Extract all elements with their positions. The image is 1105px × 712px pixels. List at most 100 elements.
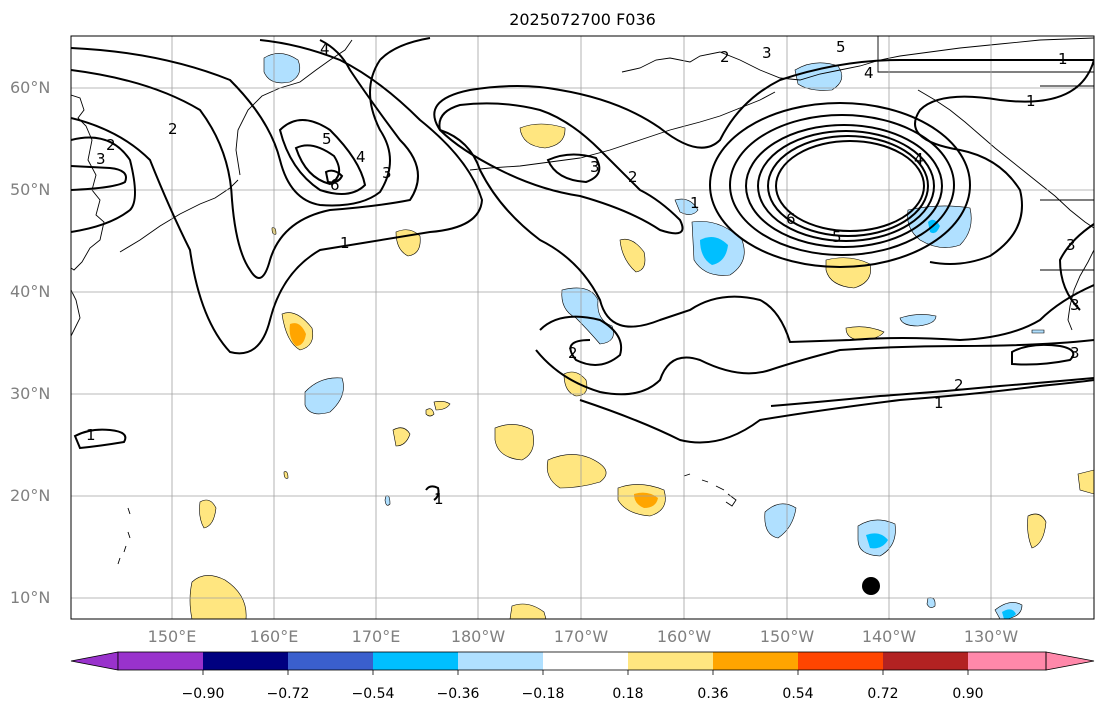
colorbar-tick-label: 0.72 [867, 686, 899, 702]
pos-patch [1027, 513, 1047, 549]
shaded-fields [189, 53, 1094, 619]
contour-line [757, 130, 935, 242]
lon-label: 170°W [553, 627, 609, 646]
lat-label: 50°N [10, 180, 51, 199]
contour-line [1058, 223, 1094, 311]
lon-label: 180°W [450, 627, 506, 646]
contour-label: 2 [720, 48, 730, 66]
contour-labels: 4 5 3 2 4 1 1 2 2 3 5 4 3 6 1 3 2 1 4 6 … [86, 38, 1080, 508]
colorbar-tick-label: −0.72 [266, 686, 310, 702]
map-frame [70, 35, 1095, 620]
pos-patch [519, 123, 566, 149]
contour-line [914, 59, 1094, 265]
pos-patch [199, 499, 217, 529]
contour-line [278, 119, 367, 195]
asia-coast [71, 94, 105, 271]
contour-line [71, 165, 127, 191]
contour-line [73, 428, 127, 450]
contour-label: 4 [864, 64, 874, 82]
lon-label: 150°E [147, 627, 197, 646]
contours [71, 37, 1094, 501]
asia-coast [71, 289, 81, 337]
colorbar-tick-label: 0.54 [782, 686, 814, 702]
contour-label: 3 [1070, 296, 1080, 314]
contour-label: 1 [434, 490, 444, 508]
lat-label: 20°N [10, 486, 51, 505]
colorbar-extend-low [70, 651, 119, 671]
neg-patch [899, 314, 937, 327]
alaska-coast [621, 37, 1094, 81]
pos-patch [494, 424, 534, 461]
na-coast [1067, 249, 1094, 331]
colorbar-tick-label: −0.36 [436, 686, 480, 702]
pos-patch [433, 401, 451, 411]
neg-patch [1031, 329, 1045, 334]
contour-line [71, 37, 431, 207]
marianas [117, 507, 131, 565]
neg-patch [926, 597, 936, 608]
colorbar-tick-label: −0.54 [351, 686, 395, 702]
lon-label: 160°W [656, 627, 712, 646]
storm-marker [862, 577, 880, 595]
neg-core [1002, 609, 1016, 619]
colorbar-tick-label: 0.90 [952, 686, 984, 702]
contour-label: 6 [330, 176, 340, 194]
contour-label: 3 [590, 158, 600, 176]
contour-label: 1 [340, 234, 350, 252]
pos-patch [1077, 469, 1094, 495]
lon-label: 150°W [759, 627, 815, 646]
contour-label: 3 [762, 44, 772, 62]
contour-line [729, 114, 955, 256]
contour-label: 1 [934, 394, 944, 412]
neg-patch [304, 377, 344, 415]
na-border [1040, 85, 1094, 271]
north-box [877, 36, 1094, 73]
contour-line [579, 379, 1094, 444]
neg-patch [794, 62, 843, 91]
pos-core [289, 323, 306, 346]
contour-line [71, 39, 484, 355]
na-coast [917, 89, 1094, 229]
contour-line [324, 169, 344, 184]
kuril-islands [119, 179, 239, 253]
contour-line [433, 58, 1094, 344]
contour-line [745, 124, 943, 248]
contour-label: 5 [322, 130, 332, 148]
lat-label: 10°N [10, 588, 51, 607]
hawaii [683, 473, 737, 507]
contour-line [425, 485, 440, 501]
pos-patch [392, 427, 411, 447]
map-title: 2025072700 F036 [509, 10, 656, 29]
contour-label: 3 [1066, 236, 1076, 254]
contour-line [546, 153, 601, 184]
contour-line [1011, 343, 1075, 366]
pos-core [634, 492, 658, 508]
neg-core [700, 236, 728, 265]
neg-patch [764, 503, 797, 539]
lon-label: 140°W [861, 627, 917, 646]
pos-patch [546, 454, 607, 489]
contour-label: 6 [786, 210, 796, 228]
lat-label: 40°N [10, 282, 51, 301]
contour-label: 2 [954, 376, 964, 394]
contour-label: 5 [832, 228, 842, 246]
pos-patch [189, 575, 247, 619]
neg-patch [263, 53, 301, 84]
contour-line [709, 102, 971, 268]
pos-patch [509, 603, 547, 619]
colorbar-tick-label: −0.90 [181, 686, 225, 702]
colorbar [70, 651, 1095, 675]
contour-label: 2 [628, 168, 638, 186]
aleutian-islands [469, 91, 776, 171]
contour-label: 4 [320, 40, 330, 58]
contour-line [539, 315, 622, 366]
contour-line [775, 140, 925, 232]
neg-patch [384, 495, 391, 506]
lat-label: 60°N [10, 78, 51, 97]
contour-label: 1 [86, 426, 96, 444]
contour-label: 1 [1058, 50, 1068, 68]
contour-label: 3 [1070, 344, 1080, 362]
contour-label: 1 [1026, 92, 1036, 110]
contour-label: 2 [168, 120, 178, 138]
